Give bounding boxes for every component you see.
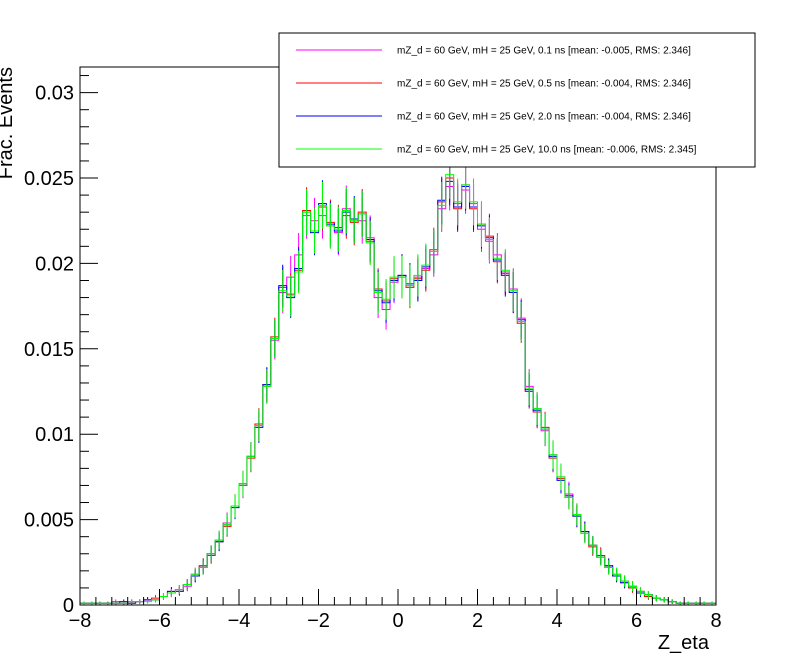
y-tick-label: 0.01	[35, 424, 74, 446]
x-tick-label: 6	[631, 610, 642, 632]
y-tick-label: 0.015	[24, 339, 74, 361]
x-axis: −8 −6 −4 −2 0 2 4 6 8	[69, 589, 722, 632]
x-tick-label: −2	[307, 610, 330, 632]
y-tick-label: 0	[63, 595, 74, 617]
x-axis-title: Z_eta	[658, 632, 710, 654]
legend-label: mZ_d = 60 GeV, mH = 25 GeV, 0.1 ns [mean…	[397, 46, 691, 57]
legend-label: mZ_d = 60 GeV, mH = 25 GeV, 0.5 ns [mean…	[397, 79, 691, 90]
series-layer	[80, 150, 716, 605]
y-tick-label: 0.02	[35, 253, 74, 275]
legend-entries: mZ_d = 60 GeV, mH = 25 GeV, 0.1 ns [mean…	[296, 46, 697, 156]
x-tick-label: 0	[392, 610, 403, 632]
x-tick-label: 2	[472, 610, 483, 632]
x-tick-label: 8	[710, 610, 721, 632]
x-tick-label: −4	[228, 610, 251, 632]
y-axis-title: Frac. Events	[0, 67, 17, 179]
legend: mZ_d = 60 GeV, mH = 25 GeV, 0.1 ns [mean…	[278, 32, 756, 168]
legend-label: mZ_d = 60 GeV, mH = 25 GeV, 2.0 ns [mean…	[397, 112, 691, 123]
y-tick-label: 0.03	[35, 83, 74, 105]
y-axis: 0 0.005 0.01 0.015 0.02 0.025 0.03	[24, 75, 98, 617]
x-tick-label: −6	[148, 610, 171, 632]
legend-label: mZ_d = 60 GeV, mH = 25 GeV, 10.0 ns [mea…	[397, 145, 697, 156]
y-tick-label: 0.005	[24, 510, 74, 532]
x-tick-label: −8	[69, 610, 92, 632]
series-3	[80, 150, 716, 605]
x-tick-label: 4	[551, 610, 562, 632]
legend-box	[278, 32, 756, 168]
y-tick-label: 0.025	[24, 168, 74, 190]
